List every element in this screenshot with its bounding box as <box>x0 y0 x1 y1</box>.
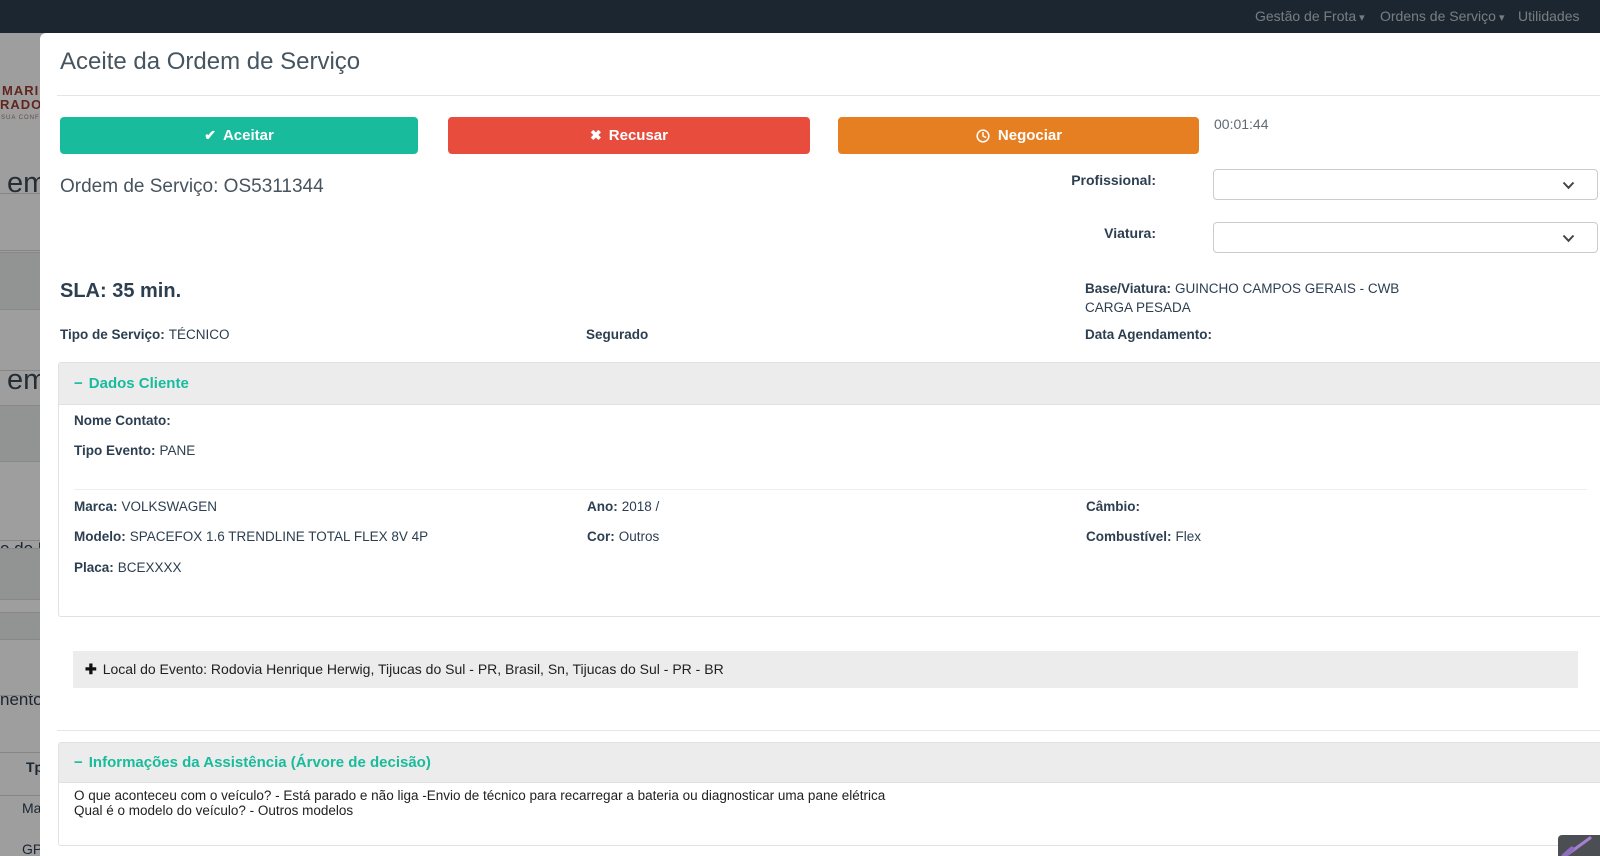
cor-value: Outros <box>618 529 660 544</box>
chevron-down-icon: ▾ <box>1498 12 1505 24</box>
tipo-servico-label: Tipo de Serviço: <box>60 327 165 342</box>
modal-title: Aceite da Ordem de Serviço <box>60 48 361 75</box>
tipo-evento-label: Tipo Evento: <box>74 443 156 458</box>
bg-divider <box>0 193 60 194</box>
vehicle-label: Viatura: <box>1104 225 1156 241</box>
collapse-icon: − <box>74 375 83 392</box>
modelo: Modelo: SPACEFOX 1.6 TRENDLINE TOTAL FLEX… <box>74 529 428 544</box>
placa: Placa: BCEXXXX <box>74 560 182 575</box>
bg-text-fragment: nento <box>0 690 43 709</box>
base-viatura: Base/Viatura: GUINCHO CAMPOS GERAIS - CWB… <box>1085 279 1417 317</box>
marca-label: Marca: <box>74 499 118 514</box>
nome-contato: Nome Contato: <box>74 413 175 428</box>
check-icon: ✔ <box>204 127 216 143</box>
assistencia-text: O que aconteceu com o veículo? - Está pa… <box>74 788 886 818</box>
cor-label: Cor: <box>587 529 615 544</box>
professional-label: Profissional: <box>1071 172 1156 188</box>
dados-cliente-title: Dados Cliente <box>88 375 189 392</box>
bg-divider <box>0 795 60 796</box>
top-navbar: Gestão de Frota ▾ Ordens de Serviço ▾ Util… <box>0 0 1600 33</box>
sla-text: SLA: 35 min. <box>60 280 182 302</box>
logo-tagline: SUA CONFIA <box>1 115 48 121</box>
negotiate-label: Negociar <box>997 127 1063 144</box>
nav-utilidades[interactable]: Utilidades <box>1518 0 1579 33</box>
floating-widget-button[interactable] <box>1558 835 1600 856</box>
local-evento-label: Local do Evento: <box>102 661 208 677</box>
tipo-servico: Tipo de Serviço: TÉCNICO <box>60 327 230 342</box>
bg-divider <box>0 752 60 753</box>
assistencia-panel: − Informações da Assistência (Árvore de d… <box>58 742 1600 846</box>
nav-gestao-de-frota[interactable]: Gestão de Frota ▾ <box>1255 0 1365 33</box>
negotiate-button[interactable]: Negociar <box>838 117 1199 154</box>
service-order-number: Ordem de Serviço: OS5311344 <box>60 176 324 197</box>
nav-label: Utilidades <box>1518 8 1580 24</box>
placa-value: BCEXXXX <box>117 560 182 575</box>
local-evento-value: Rodovia Henrique Herwig, Tijucas do Sul … <box>210 661 724 677</box>
dados-cliente-header[interactable]: − Dados Cliente <box>59 363 1600 405</box>
collapse-icon: − <box>74 754 83 771</box>
refuse-label: Recusar <box>608 127 668 144</box>
bg-divider <box>0 250 60 251</box>
divider <box>74 489 1587 490</box>
nav-label: Ordens de Serviço <box>1380 8 1496 24</box>
chevron-down-icon: ▾ <box>1359 12 1365 24</box>
logo-text: MARIN <box>2 83 50 98</box>
assistencia-line: Qual é o modelo do veículo? - Outros mod… <box>74 802 354 818</box>
combustivel-label: Combustível: <box>1086 529 1172 544</box>
ano: Ano: 2018 / <box>587 499 659 514</box>
bg-divider <box>0 370 60 371</box>
bg-divider <box>0 695 60 696</box>
chevron-down-icon <box>1562 181 1575 190</box>
local-evento-bar[interactable]: ✚ Local do Evento: Rodovia Henrique Herwi… <box>73 651 1578 688</box>
expand-icon: ✚ <box>85 661 97 677</box>
marca-value: VOLKSWAGEN <box>121 499 218 514</box>
nav-ordens-de-servico[interactable]: Ordens de Serviço ▾ <box>1380 0 1504 33</box>
modelo-label: Modelo: <box>74 529 126 544</box>
countdown-timer: 00:01:44 <box>1214 116 1269 132</box>
base-viatura-label: Base/Viatura: <box>1085 281 1172 296</box>
combustivel-value: Flex <box>1175 529 1202 544</box>
accept-label: Aceitar <box>222 127 274 144</box>
assistencia-line: O que aconteceu com o veículo? - Está pa… <box>74 788 886 803</box>
placa-label: Placa: <box>74 560 114 575</box>
nav-label: Gestão de Frota <box>1255 8 1357 24</box>
tipo-servico-value: TÉCNICO <box>168 327 230 342</box>
dados-cliente-panel: − Dados Cliente Nome Contato: Tipo Evento… <box>58 362 1600 617</box>
nome-contato-label: Nome Contato: <box>74 413 171 428</box>
assistencia-header[interactable]: − Informações da Assistência (Árvore de d… <box>59 743 1600 783</box>
divider <box>57 95 1600 96</box>
ano-value: 2018 / <box>621 499 660 514</box>
base-viatura-value: GUINCHO CAMPOS GERAIS - CWB CARGA PESADA <box>1085 281 1400 315</box>
combustivel: Combustível: Flex <box>1086 529 1201 544</box>
tipo-evento: Tipo Evento: PANE <box>74 443 195 458</box>
accept-button[interactable]: ✔ Aceitar <box>60 117 418 154</box>
data-agendamento-label: Data Agendamento: <box>1085 327 1213 342</box>
clock-icon <box>976 128 990 143</box>
divider <box>57 730 1600 731</box>
bg-text-fragment: GP <box>22 841 43 856</box>
vehicle-select[interactable] <box>1213 222 1598 253</box>
tipo-evento-value: PANE <box>159 443 196 458</box>
bg-text-fragment: Tp <box>26 759 44 775</box>
data-agendamento: Data Agendamento: <box>1085 327 1216 342</box>
modelo-value: SPACEFOX 1.6 TRENDLINE TOTAL FLEX 8V 4P <box>129 529 429 544</box>
close-icon: ✖ <box>590 127 602 143</box>
service-order-accept-modal: Aceite da Ordem de Serviço ✔ Aceitar ✖ R… <box>40 33 1600 856</box>
bg-text-fragment: Ma <box>22 800 42 816</box>
marca: Marca: VOLKSWAGEN <box>74 499 217 514</box>
bg-divider <box>0 540 60 541</box>
professional-select[interactable] <box>1213 169 1598 200</box>
segurado-label: Segurado <box>586 327 649 342</box>
chevron-down-icon <box>1562 234 1575 243</box>
ano-label: Ano: <box>587 499 618 514</box>
cor: Cor: Outros <box>587 529 659 544</box>
cambio: Câmbio: <box>1086 499 1144 514</box>
cambio-label: Câmbio: <box>1086 499 1140 514</box>
brush-icon <box>1561 836 1592 856</box>
assistencia-title: Informações da Assistência (Árvore de de… <box>88 754 431 771</box>
refuse-button[interactable]: ✖ Recusar <box>448 117 810 154</box>
